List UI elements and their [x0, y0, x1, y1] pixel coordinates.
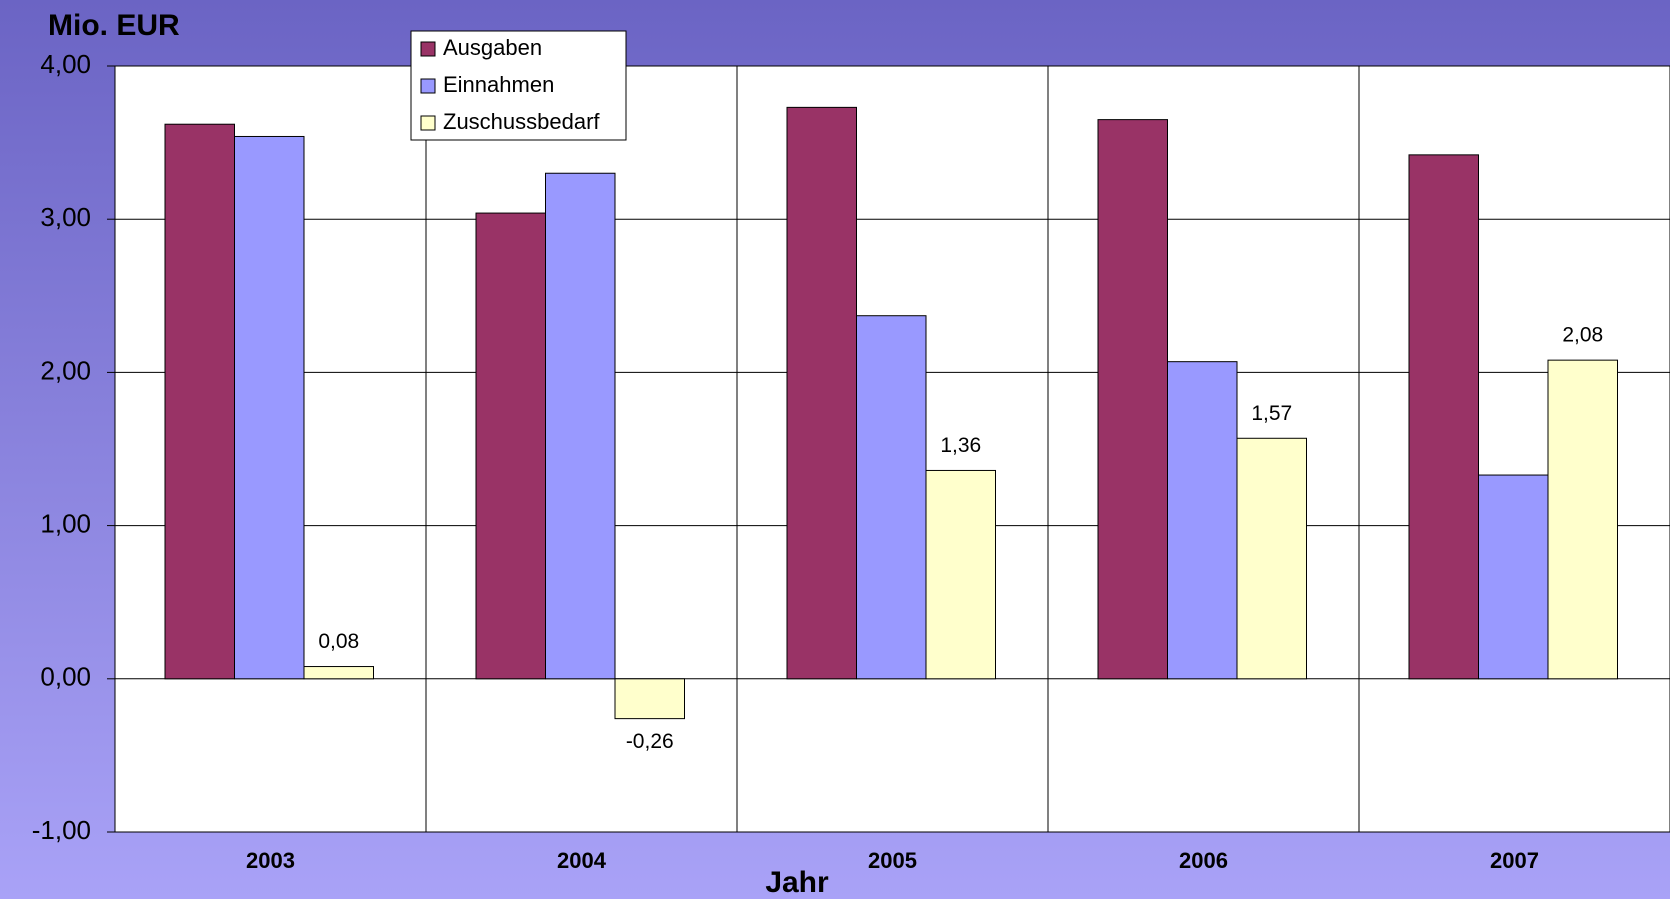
x-tick-label: 2005: [868, 848, 917, 873]
bar: [1236, 437, 1307, 680]
data-label: 0,08: [318, 630, 359, 653]
data-label: -0,26: [626, 730, 674, 753]
y-tick-label: 0,00: [40, 662, 91, 692]
y-tick-label: 4,00: [40, 49, 91, 79]
y-tick-label: -1,00: [32, 815, 91, 845]
y-tick-label: 3,00: [40, 202, 91, 232]
legend-label: Zuschussbedarf: [443, 109, 600, 134]
x-tick-label: 2007: [1490, 848, 1539, 873]
y-axis-title: Mio. EUR: [48, 9, 180, 42]
bar: [1097, 119, 1168, 680]
bar: [303, 666, 374, 680]
y-tick-label: 2,00: [40, 355, 91, 385]
bar: [234, 135, 305, 680]
bar: [475, 212, 546, 680]
legend-swatch: [420, 78, 436, 94]
legend-label: Ausgaben: [443, 35, 542, 60]
bar: [1547, 359, 1618, 680]
legend-swatch: [420, 41, 436, 57]
legend-swatch: [420, 115, 436, 131]
bar: [925, 469, 996, 680]
bar: [164, 123, 235, 680]
y-tick-label: 1,00: [40, 508, 91, 538]
bar: [545, 172, 616, 680]
data-label: 1,57: [1251, 402, 1292, 425]
data-label: 1,36: [940, 434, 981, 457]
bar: [1167, 361, 1238, 680]
bar: [1408, 154, 1479, 680]
x-tick-label: 2003: [246, 848, 295, 873]
legend-box: [410, 30, 627, 141]
bar: [856, 315, 927, 680]
bar: [614, 678, 685, 720]
x-axis-title: Jahr: [765, 866, 829, 899]
plot-frame: [114, 65, 1670, 833]
x-tick-label: 2004: [557, 848, 607, 873]
legend-label: Einnahmen: [443, 72, 554, 97]
data-label: 2,08: [1562, 324, 1603, 347]
bar: [1478, 474, 1549, 680]
x-tick-label: 2006: [1179, 848, 1228, 873]
bar: [786, 106, 857, 680]
